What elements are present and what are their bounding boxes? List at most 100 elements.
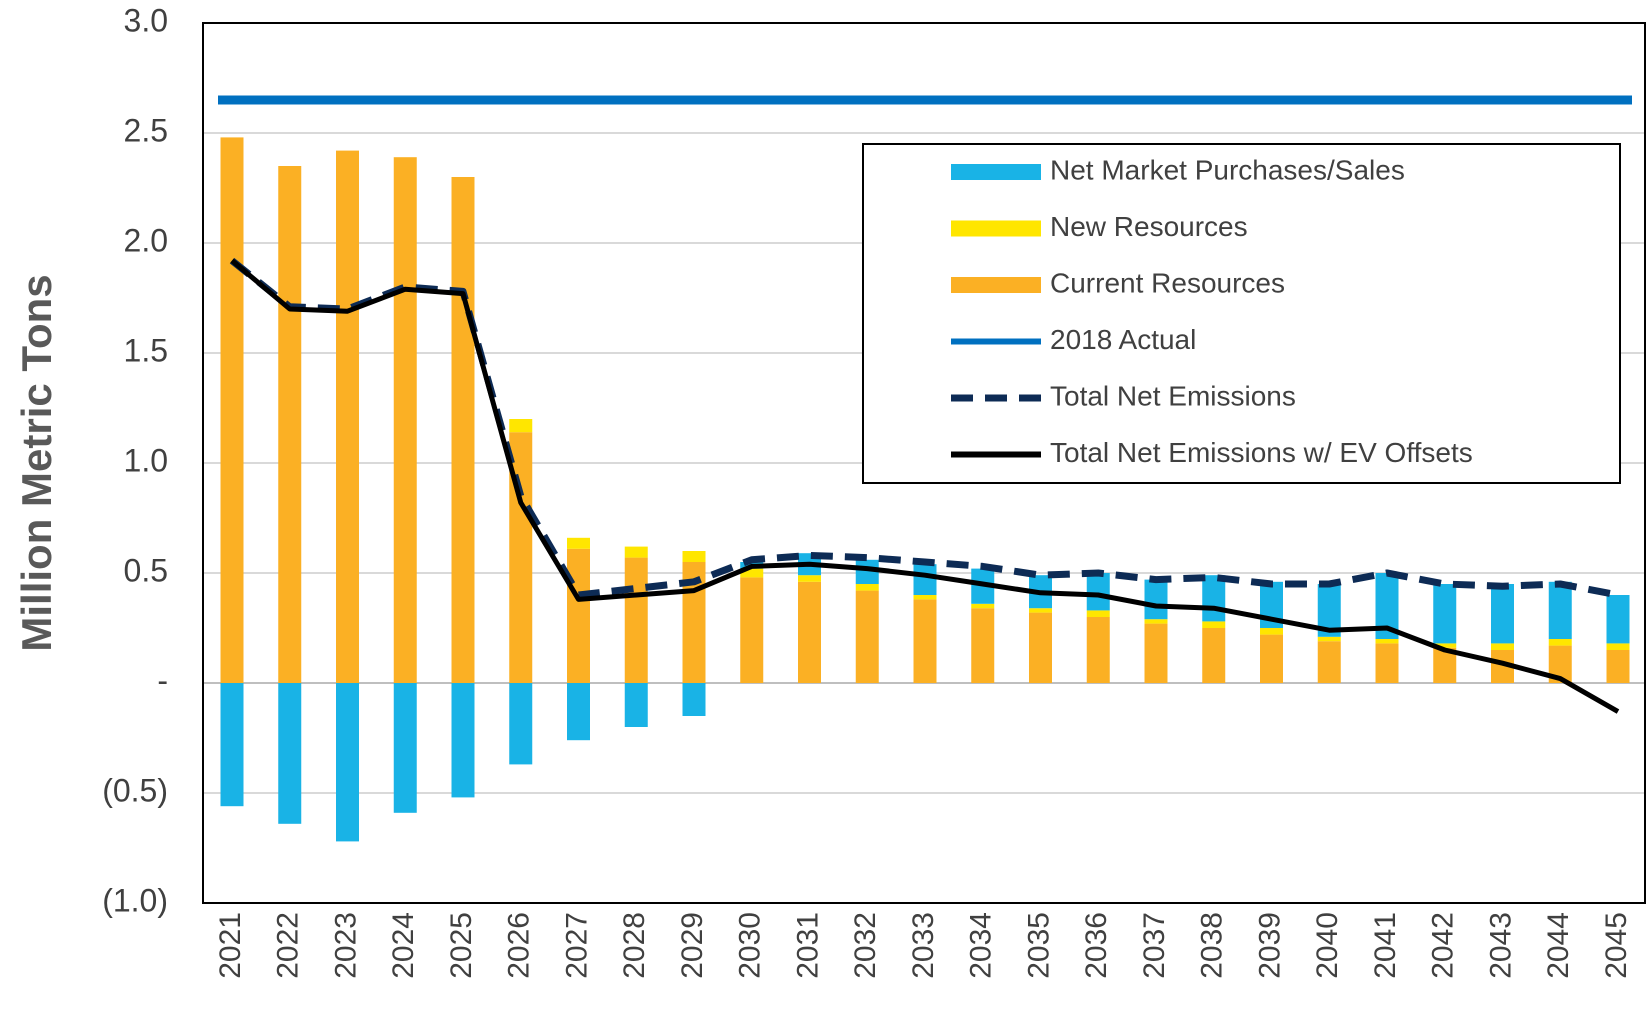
legend-label: New Resources (1050, 211, 1248, 242)
bar-segment (393, 157, 417, 683)
bar-segment (855, 590, 879, 683)
x-tick-label: 2045 (1600, 912, 1633, 979)
bar-segment (1606, 650, 1630, 683)
bar-segment (1548, 645, 1572, 683)
legend-label: Total Net Emissions (1050, 380, 1296, 411)
bar-segment (798, 581, 821, 683)
legend-label: Current Resources (1050, 267, 1285, 298)
y-tick-label: (1.0) (102, 882, 168, 918)
y-tick-label: - (157, 662, 168, 698)
x-tick-label: 2042 (1427, 912, 1460, 979)
bar-segment (567, 537, 590, 549)
legend-label: Net Market Purchases/Sales (1050, 154, 1405, 185)
y-tick-label: 0.5 (124, 552, 168, 588)
bar-segment (509, 419, 533, 433)
bar-segment (1375, 573, 1399, 639)
legend-box (862, 143, 1621, 484)
bar-segment (1433, 647, 1457, 683)
x-tick-label: 2028 (618, 912, 651, 979)
x-tick-label: 2035 (1022, 912, 1055, 979)
bar-segment (451, 177, 475, 683)
y-tick-label: 1.5 (124, 332, 168, 368)
bar-segment (624, 557, 648, 683)
y-tick-label: (0.5) (102, 772, 168, 808)
x-tick-label: 2022 (272, 912, 305, 979)
bar-segment (1433, 584, 1457, 644)
bar-segment (971, 608, 995, 683)
bar-segment (740, 577, 764, 683)
bar-segment (624, 683, 648, 727)
bar-segment (1144, 619, 1168, 624)
x-tick-label: 2040 (1311, 912, 1344, 979)
x-tick-label: 2030 (734, 912, 767, 979)
bar-segment (509, 683, 533, 765)
x-tick-label: 2021 (214, 912, 247, 979)
legend-label: Total Net Emissions w/ EV Offsets (1050, 437, 1473, 468)
bar-segment (1375, 643, 1399, 683)
bar-segment (1317, 641, 1341, 683)
bar-segment (1144, 579, 1168, 620)
x-tick-label: 2034 (965, 912, 998, 979)
bar-segment (278, 166, 302, 683)
bar-segment (1433, 643, 1457, 648)
bar-segment (567, 683, 590, 741)
bar-segment (1491, 650, 1514, 683)
bar-segment (1548, 581, 1572, 639)
bar-segment (1606, 595, 1630, 644)
bar-segment (1260, 634, 1283, 683)
bar-segment (220, 137, 244, 683)
x-tick-label: 2037 (1138, 912, 1171, 979)
bar-segment (682, 551, 706, 562)
x-tick-label: 2025 (445, 912, 478, 979)
bar-segment (278, 683, 302, 824)
legend-swatch (951, 277, 1041, 293)
bar-segment (1144, 623, 1168, 683)
bar-segment (1375, 639, 1399, 644)
y-tick-label: 2.0 (124, 222, 168, 258)
bar-segment (913, 599, 937, 683)
y-axis-title: Million Metric Tons (13, 274, 60, 651)
x-tick-label: 2031 (791, 912, 824, 979)
bar-segment (798, 575, 821, 582)
bar-segment (1086, 617, 1110, 683)
bar-segment (682, 683, 706, 716)
legend: Net Market Purchases/Sales New Resources C… (862, 143, 1621, 484)
bar-segment (1491, 643, 1514, 650)
bar-segment (1491, 584, 1514, 644)
x-tick-label: 2039 (1253, 912, 1286, 979)
bar-segment (567, 548, 590, 683)
bar-segment (624, 546, 648, 558)
bar-segment (1317, 584, 1341, 637)
x-tick-label: 2026 (503, 912, 536, 979)
line-series (230, 258, 1620, 714)
x-tick-label: 2036 (1080, 912, 1113, 979)
y-tick-label: 1.0 (124, 442, 168, 478)
bar-segment (1086, 573, 1110, 611)
bar-segment (1086, 610, 1110, 617)
bar-segment (1029, 612, 1052, 683)
x-tick-label: 2024 (387, 912, 420, 979)
x-tick-label: 2032 (849, 912, 882, 979)
x-tick-label: 2033 (907, 912, 940, 979)
legend-label: 2018 Actual (1050, 324, 1196, 355)
legend-swatch (951, 220, 1041, 237)
bar-segment (1317, 636, 1341, 642)
y-tick-label: 2.5 (124, 112, 168, 148)
x-tick-label: 2023 (329, 912, 362, 979)
bar-segment (393, 683, 417, 813)
bar-segment (855, 584, 879, 591)
bar-segment (740, 568, 764, 578)
bar-segment (971, 603, 995, 609)
bar-segment (1260, 628, 1283, 635)
x-tick-label: 2043 (1484, 912, 1517, 979)
bar-segment (913, 595, 937, 600)
x-tick-label: 2041 (1369, 912, 1402, 979)
bar-segment (1029, 608, 1052, 613)
x-tick-label: 2027 (560, 912, 593, 979)
bar-segment (336, 683, 359, 842)
x-tick-label: 2044 (1542, 912, 1575, 979)
y-tick-label: 3.0 (124, 2, 168, 38)
plot-frame (202, 22, 1646, 904)
